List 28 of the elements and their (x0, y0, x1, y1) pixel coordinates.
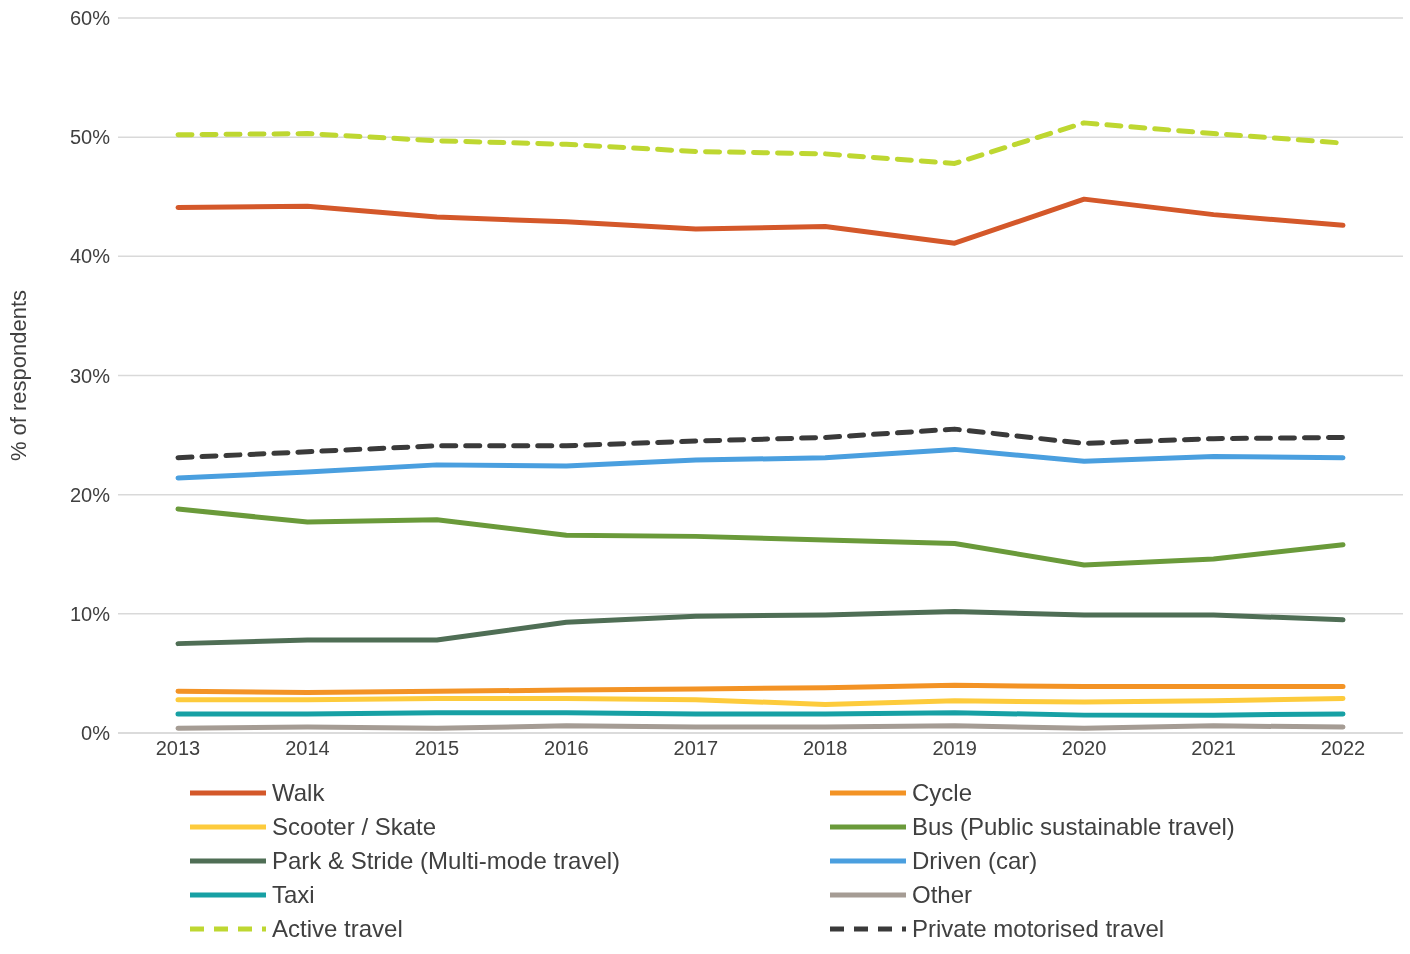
x-tick-label: 2020 (1061, 737, 1107, 760)
legend-label: Driven (car) (912, 847, 1038, 875)
y-tick-label: 40% (69, 245, 111, 268)
x-tick-label: 2016 (544, 737, 589, 760)
y-tick-label: 50% (69, 126, 111, 149)
y-tick-label: 60% (69, 7, 111, 30)
x-tick-label: 2017 (673, 737, 719, 760)
legend-label: Other (912, 881, 973, 909)
x-tick-label: 2014 (285, 737, 330, 760)
x-tick-label: 2019 (932, 737, 977, 760)
y-tick-label: 30% (69, 364, 111, 387)
legend-label: Private motorised travel (912, 915, 1165, 943)
x-tick-label: 2018 (802, 737, 848, 760)
y-tick-label: 0% (81, 722, 111, 745)
y-tick-label: 10% (69, 602, 111, 625)
y-axis-title: % of respondents (5, 289, 31, 462)
legend-label: Taxi (272, 881, 315, 909)
x-tick-label: 2021 (1191, 737, 1236, 760)
legend-label: Bus (Public sustainable travel) (912, 813, 1235, 841)
y-tick-label: 20% (69, 483, 111, 506)
legend-label: Scooter / Skate (272, 813, 437, 841)
legend-label: Cycle (912, 779, 973, 807)
legend-label: Walk (272, 779, 325, 807)
legend-label: Park & Stride (Multi-mode travel) (272, 847, 621, 875)
x-tick-label: 2015 (414, 737, 460, 760)
x-tick-label: 2013 (155, 737, 201, 760)
x-tick-label: 2022 (1320, 737, 1366, 760)
legend-label: Active travel (272, 915, 403, 943)
